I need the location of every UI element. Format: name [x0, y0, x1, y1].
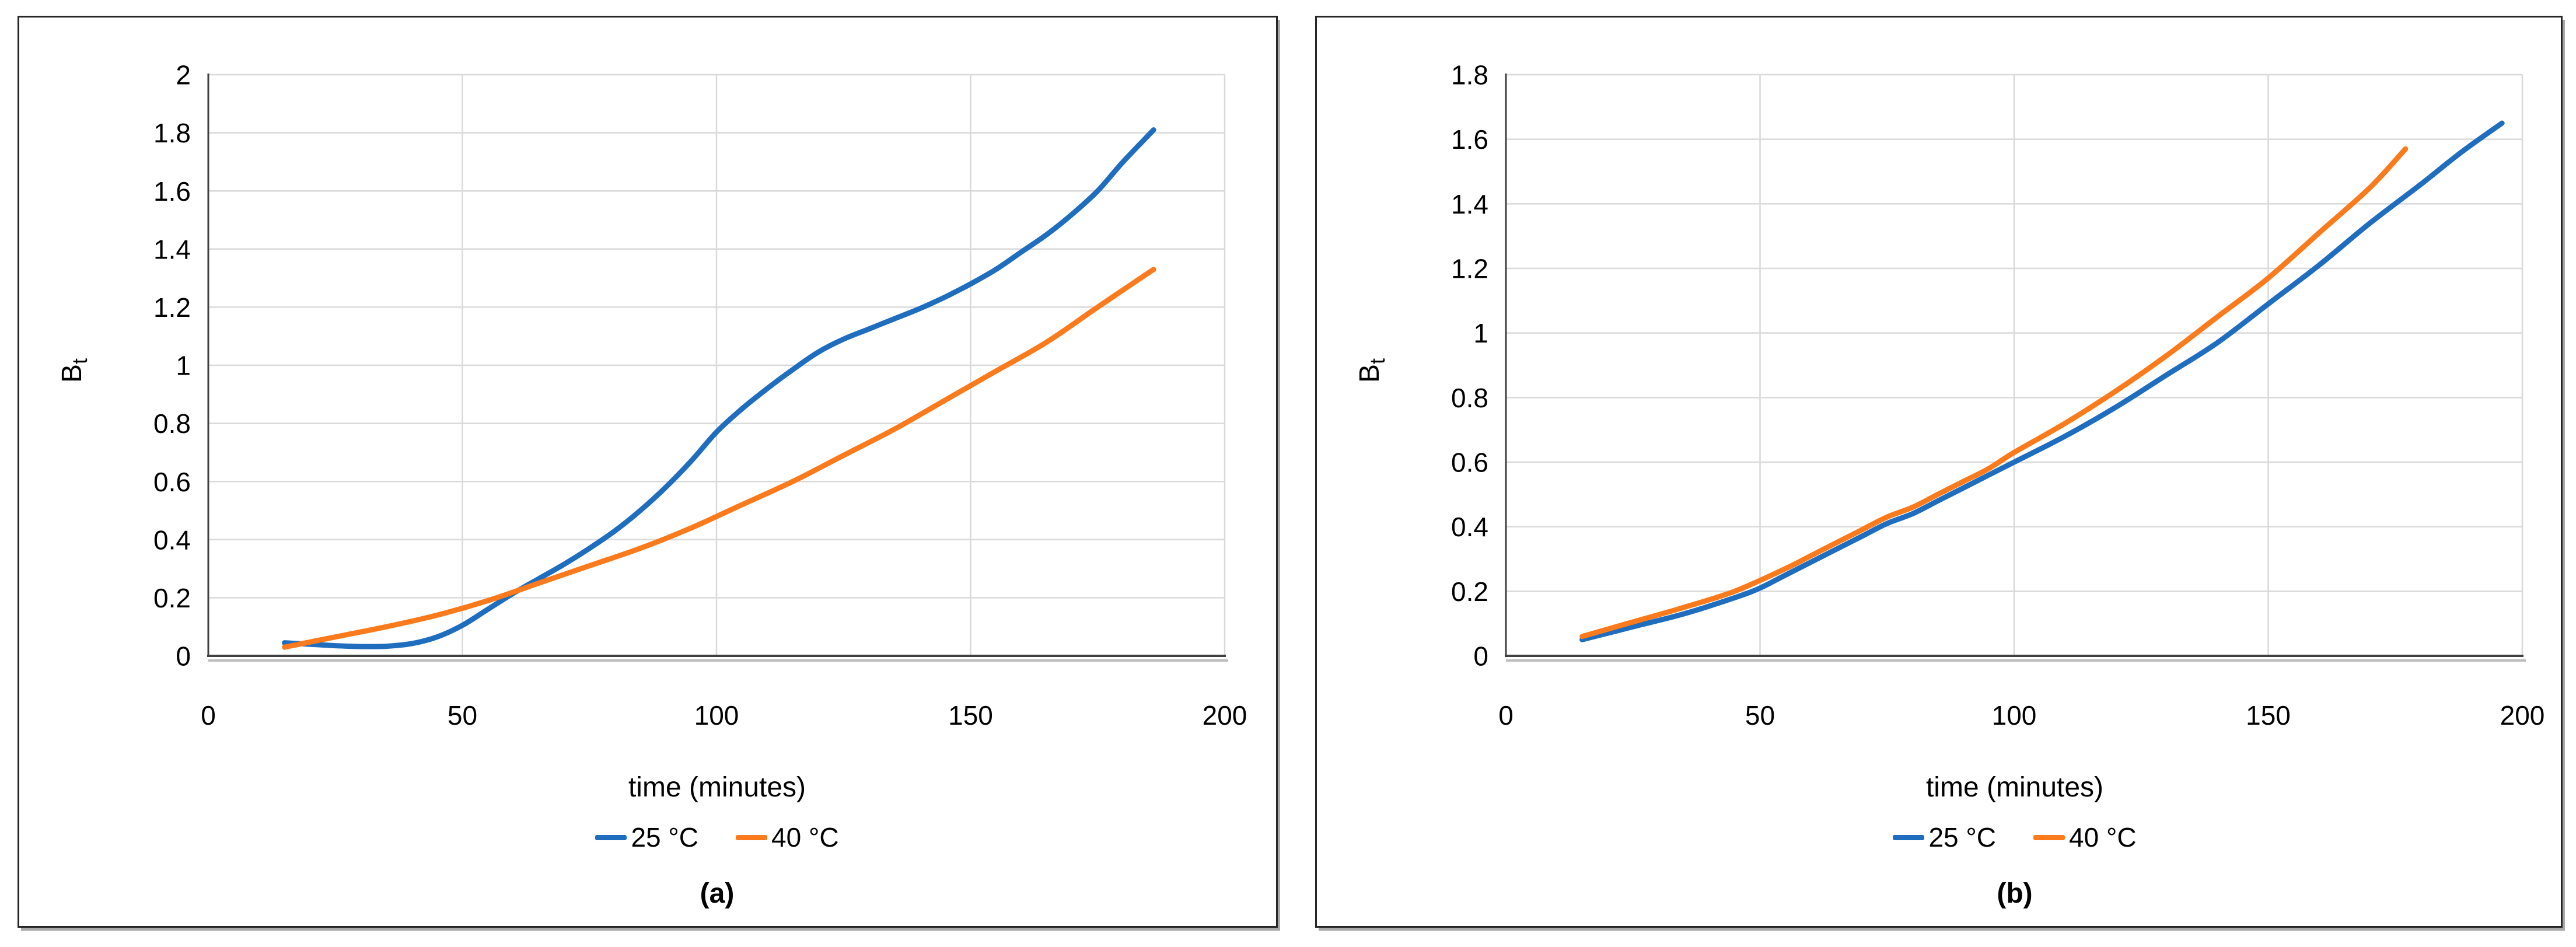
x-tick-label: 50 — [448, 700, 477, 731]
x-tick-label: 150 — [948, 700, 993, 731]
y-tick-label: 0.4 — [1451, 512, 1488, 542]
legend-item-40c: 40 °C — [736, 822, 839, 853]
y-tick-label: 1.6 — [1451, 124, 1488, 155]
y-tick-label: 0 — [176, 641, 191, 672]
x-tick-label: 0 — [1498, 700, 1514, 731]
x-tick-label: 100 — [694, 700, 739, 731]
chart-panel-b: 0 0.2 0.4 0.6 0.8 1 1.2 1.4 1.6 1.8 0 50 100 150 200 Bt… — [1315, 16, 2563, 928]
y-tick-label: 1.4 — [1451, 189, 1488, 219]
y-tick-label: 0.6 — [1451, 448, 1488, 478]
legend-label-25c: 25 °C — [631, 822, 698, 852]
legend-swatch-40c-icon — [2033, 834, 2065, 840]
legend-item-25c: 25 °C — [1893, 822, 1996, 853]
y-tick-label: 0.2 — [1451, 576, 1488, 607]
y-tick-label: 0.4 — [153, 525, 191, 555]
line-chart-a: 0 0.2 0.4 0.6 0.8 1 1.2 1.4 1.6 1.8 2 0 50 100 150 200 B… — [57, 60, 1247, 731]
y-tick-label: 1 — [1473, 318, 1488, 348]
y-tick-label: 1.8 — [1451, 60, 1488, 90]
y-tick-label: 0.6 — [153, 467, 191, 497]
series-line-25c — [1579, 120, 2505, 642]
series-line-40c — [1579, 146, 2409, 640]
legend-label-25c: 25 °C — [1928, 822, 1996, 852]
y-tick-label: 0.8 — [1451, 383, 1488, 413]
x-tick-label: 200 — [1203, 700, 1247, 731]
x-axis-title: time (minutes) — [1925, 772, 2104, 803]
series-line-40c — [282, 267, 1156, 650]
legend: 25 °C 40 °C — [1506, 822, 2523, 853]
chart-panel-a: 0 0.2 0.4 0.6 0.8 1 1.2 1.4 1.6 1.8 2 0 50 100 150 200 B… — [18, 16, 1278, 928]
y-tick-label: 0 — [1473, 641, 1488, 672]
legend-label-40c: 40 °C — [771, 822, 839, 852]
x-tick-label: 100 — [1992, 700, 2037, 731]
legend-swatch-25c-icon — [595, 834, 627, 840]
panel-label-a: (a) — [700, 878, 735, 909]
legend-item-40c: 40 °C — [2033, 822, 2137, 853]
x-tick-label: 150 — [2246, 700, 2291, 731]
x-tick-label: 200 — [2500, 700, 2545, 731]
panel-label-b: (b) — [1997, 878, 2033, 909]
legend-label-40c: 40 °C — [2069, 822, 2137, 852]
x-axis-title: time (minutes) — [628, 772, 806, 803]
x-tick-label: 0 — [201, 700, 216, 731]
y-axis-title: Bt — [57, 358, 92, 383]
line-chart-b: 0 0.2 0.4 0.6 0.8 1 1.2 1.4 1.6 1.8 0 50 100 150 200 Bt — [1354, 60, 2545, 731]
y-tick-label: 0.8 — [153, 408, 191, 439]
y-tick-label: 1 — [176, 351, 191, 381]
legend-item-25c: 25 °C — [595, 822, 698, 853]
y-tick-label: 0.2 — [153, 583, 191, 613]
x-tick-label: 50 — [1745, 700, 1775, 731]
legend-swatch-40c-icon — [736, 834, 767, 840]
series-line-25c — [282, 127, 1156, 649]
legend-swatch-25c-icon — [1893, 834, 1925, 840]
y-tick-label: 1.2 — [153, 292, 191, 323]
legend: 25 °C 40 °C — [208, 822, 1226, 853]
y-tick-label: 1.6 — [153, 176, 191, 207]
y-tick-label: 2 — [176, 60, 191, 90]
y-tick-label: 1.2 — [1451, 254, 1488, 284]
y-tick-label: 1.4 — [153, 234, 191, 264]
y-axis-title: Bt — [1354, 358, 1389, 383]
y-tick-label: 1.8 — [153, 118, 191, 148]
